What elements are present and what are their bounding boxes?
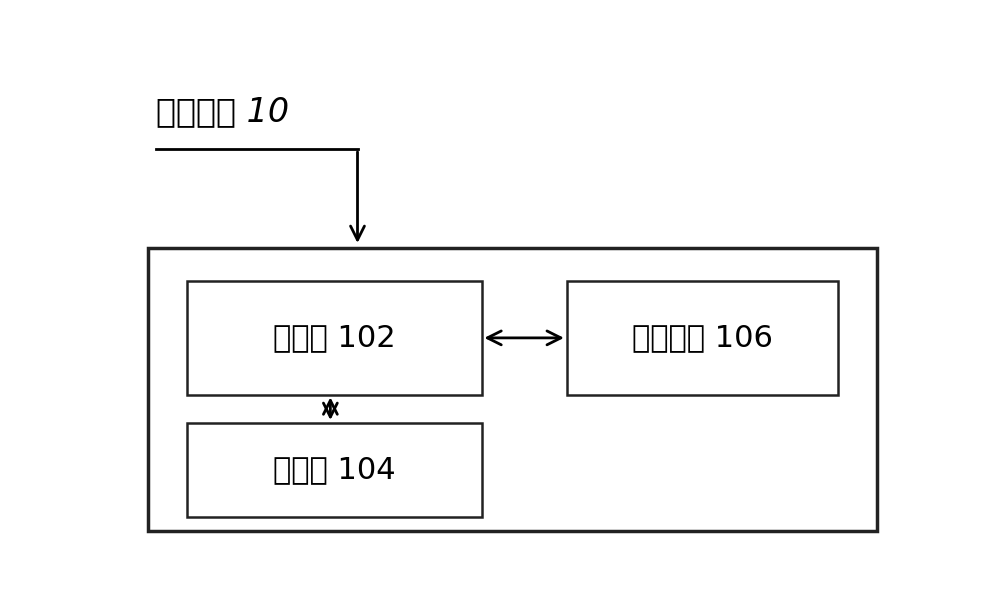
Text: 移动终端 10: 移动终端 10 (156, 95, 289, 128)
Text: 传输装置 106: 传输装置 106 (632, 324, 773, 352)
Bar (148, 248, 877, 531)
Bar (187, 423, 482, 517)
Bar (567, 281, 838, 395)
Text: 存储器 104: 存储器 104 (273, 455, 396, 484)
Bar (187, 281, 482, 395)
Text: 处理器 102: 处理器 102 (273, 324, 396, 352)
